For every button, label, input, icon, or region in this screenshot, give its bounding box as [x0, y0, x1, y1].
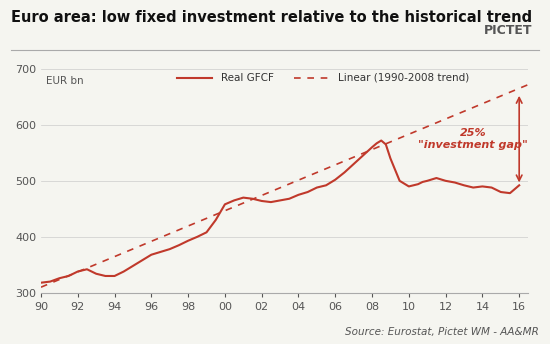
Text: Linear (1990-2008 trend): Linear (1990-2008 trend)	[338, 73, 470, 83]
Text: Euro area: low fixed investment relative to the historical trend: Euro area: low fixed investment relative…	[11, 10, 532, 25]
Text: 25%
"investment gap": 25% "investment gap"	[419, 128, 528, 150]
Text: Source: Eurostat, Pictet WM - AA&MR: Source: Eurostat, Pictet WM - AA&MR	[345, 327, 539, 337]
Text: Real GFCF: Real GFCF	[221, 73, 274, 83]
Text: PICTET: PICTET	[484, 24, 532, 37]
Text: EUR bn: EUR bn	[46, 76, 84, 86]
